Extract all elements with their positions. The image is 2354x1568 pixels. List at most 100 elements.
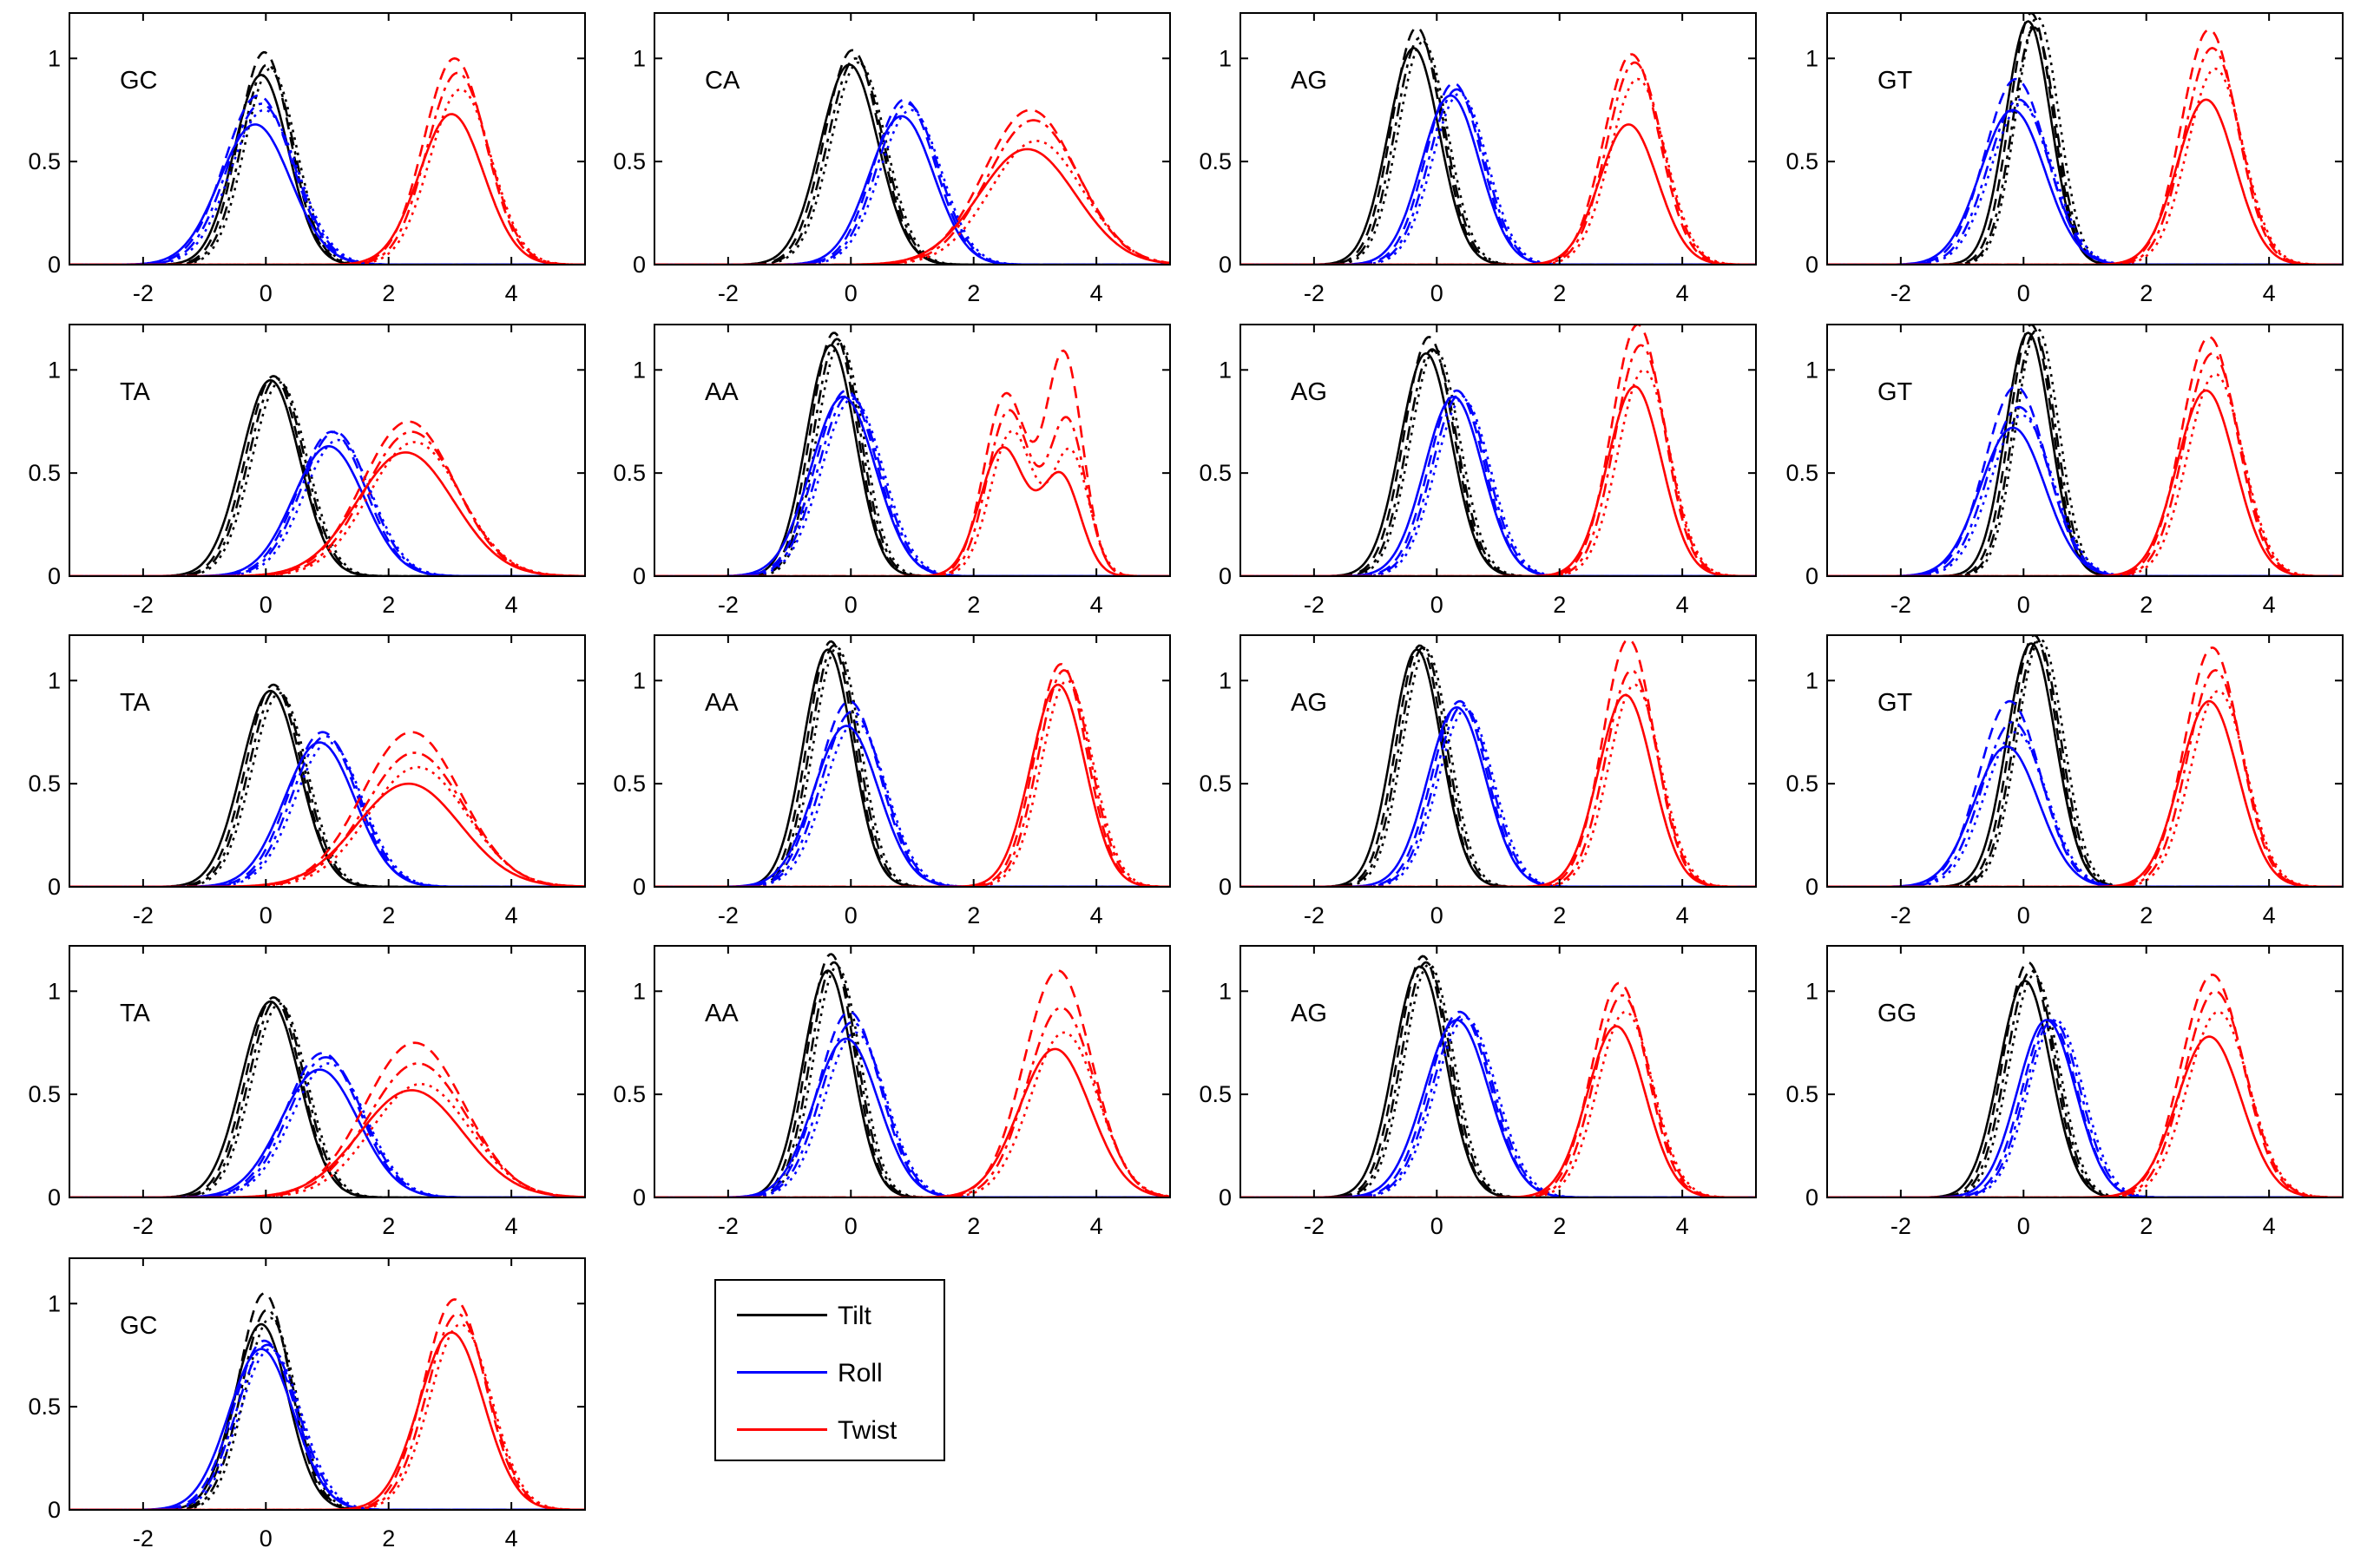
- curve-roll-dashdot: [1827, 1019, 2343, 1197]
- legend-label-roll: Roll: [838, 1359, 883, 1388]
- curve-roll-dashdot: [69, 1343, 585, 1510]
- curve-roll-solid: [1240, 395, 1756, 576]
- curve-roll-dashdot: [1827, 405, 2343, 576]
- x-tick-label: 2: [1553, 280, 1566, 306]
- panel-curves: [69, 375, 585, 576]
- y-tick-label: 1: [1219, 45, 1232, 71]
- y-tick-label: 0: [1219, 1184, 1232, 1210]
- y-tick-label: 0: [48, 563, 61, 589]
- curve-twist-dotted: [654, 430, 1170, 576]
- panel-16-gg: -2 0 2 4 0 0.5 1 GG: [1785, 945, 2344, 1239]
- panel-label: TA: [120, 378, 151, 406]
- y-tick-label: 1: [1219, 667, 1232, 693]
- y-tick-label: 0: [633, 874, 646, 900]
- legend-line-tilt: [737, 1314, 827, 1316]
- x-tick-label: 4: [1090, 592, 1103, 618]
- curve-twist-dashed: [1240, 325, 1756, 576]
- curve-roll-dashdot: [69, 1056, 585, 1197]
- panel-frame: [654, 12, 1171, 266]
- curve-roll-solid: [1240, 94, 1756, 265]
- curve-roll-dashdot: [654, 1020, 1170, 1197]
- curve-twist-dotted: [654, 140, 1170, 265]
- panel-12-gt: -2 0 2 4 0 0.5 1 GT: [1785, 634, 2344, 928]
- x-tick-label: 2: [1553, 1213, 1566, 1239]
- curve-twist-dashdot: [1240, 994, 1756, 1197]
- panel-curves: [1240, 638, 1756, 887]
- x-tick-label: 2: [382, 1213, 395, 1239]
- panel-2-ca: -2 0 2 4 0 0.5 1 CA: [613, 12, 1171, 306]
- panel-label: CA: [705, 67, 740, 95]
- curve-tilt-dashdot: [654, 644, 1170, 887]
- legend-line-roll: [737, 1371, 827, 1374]
- y-tick-label: 0: [1805, 874, 1818, 900]
- panel-curves: [654, 953, 1170, 1197]
- panel-label: GT: [1877, 689, 1913, 717]
- curve-twist-dashdot: [1240, 669, 1756, 887]
- x-tick-label: 4: [1676, 592, 1689, 618]
- panel-frame: [654, 324, 1171, 577]
- panel-label: AG: [1291, 1000, 1327, 1027]
- panel-frame: [1239, 634, 1757, 888]
- y-tick-label: 1: [1219, 978, 1232, 1004]
- y-tick-label: 0: [48, 1497, 61, 1523]
- y-tick-label: 0.5: [1785, 148, 1818, 174]
- curve-twist-dashdot: [654, 669, 1170, 887]
- curve-roll-dashdot: [1827, 720, 2343, 887]
- x-tick-label: 0: [260, 1525, 273, 1552]
- curve-twist-dotted: [1827, 372, 2343, 576]
- curve-tilt-solid: [1827, 331, 2343, 576]
- x-tick-label: 2: [382, 592, 395, 618]
- y-tick-label: 1: [633, 978, 646, 1004]
- curve-roll-dashdot: [69, 430, 585, 576]
- panel-11-ag: -2 0 2 4 0 0.5 1 AG: [1199, 634, 1757, 928]
- y-tick-label: 0.5: [28, 1081, 61, 1107]
- curve-roll-solid: [654, 115, 1170, 265]
- x-tick-label: -2: [718, 280, 739, 306]
- curve-twist-dashdot: [69, 1062, 585, 1197]
- x-tick-label: -2: [133, 902, 154, 928]
- legend: Tilt Roll Twist: [714, 1279, 945, 1461]
- y-tick-label: 0.5: [1199, 771, 1232, 797]
- x-tick-label: 2: [967, 1213, 980, 1239]
- x-tick-label: -2: [1304, 902, 1325, 928]
- x-tick-label: 2: [2140, 280, 2153, 306]
- panel-label: TA: [120, 689, 151, 717]
- x-tick-label: 0: [2017, 1213, 2030, 1239]
- y-tick-label: 0.5: [28, 148, 61, 174]
- curve-tilt-dashdot: [1240, 36, 1756, 265]
- curve-tilt-dashed: [69, 50, 585, 265]
- panel-label: GC: [120, 1312, 158, 1340]
- x-tick-label: 0: [1430, 902, 1443, 928]
- curve-twist-dashdot: [69, 71, 585, 265]
- x-tick-label: 0: [2017, 592, 2030, 618]
- y-tick-label: 1: [48, 978, 61, 1004]
- y-tick-label: 0.5: [1199, 1081, 1232, 1107]
- curve-roll-dashdot: [1240, 393, 1756, 576]
- y-tick-label: 1: [1805, 45, 1818, 71]
- curve-roll-dotted: [1240, 397, 1756, 576]
- x-tick-label: 0: [260, 280, 273, 306]
- curve-roll-dashdot: [69, 102, 585, 265]
- curve-tilt-dashdot: [654, 338, 1170, 576]
- curve-twist-solid: [654, 446, 1170, 576]
- panel-6-aa: -2 0 2 4 0 0.5 1 AA: [613, 324, 1171, 618]
- panel-label: AG: [1291, 689, 1327, 717]
- panel-frame: [1826, 634, 2344, 888]
- curve-roll-dashed: [69, 731, 585, 887]
- legend-label-tilt: Tilt: [838, 1302, 871, 1330]
- panel-14-aa: -2 0 2 4 0 0.5 1 AA: [613, 945, 1171, 1239]
- curve-tilt-solid: [1827, 642, 2343, 887]
- curve-roll-solid: [1827, 1019, 2343, 1197]
- x-tick-label: -2: [1890, 280, 1911, 306]
- legend-item-roll: Roll: [716, 1355, 944, 1390]
- curve-roll-dashed: [1240, 389, 1756, 576]
- curve-roll-dotted: [69, 438, 585, 576]
- panel-frame: [69, 324, 586, 577]
- panel-7-ag: -2 0 2 4 0 0.5 1 AG: [1199, 324, 1757, 618]
- curve-roll-solid: [69, 741, 585, 887]
- curve-twist-dashed: [69, 56, 585, 265]
- curve-roll-dashdot: [1827, 98, 2343, 265]
- curve-twist-dotted: [1240, 1010, 1756, 1197]
- panel-17-gc: -2 0 2 4 0 0.5 1 GC: [28, 1257, 586, 1552]
- curve-tilt-dashed: [654, 953, 1170, 1197]
